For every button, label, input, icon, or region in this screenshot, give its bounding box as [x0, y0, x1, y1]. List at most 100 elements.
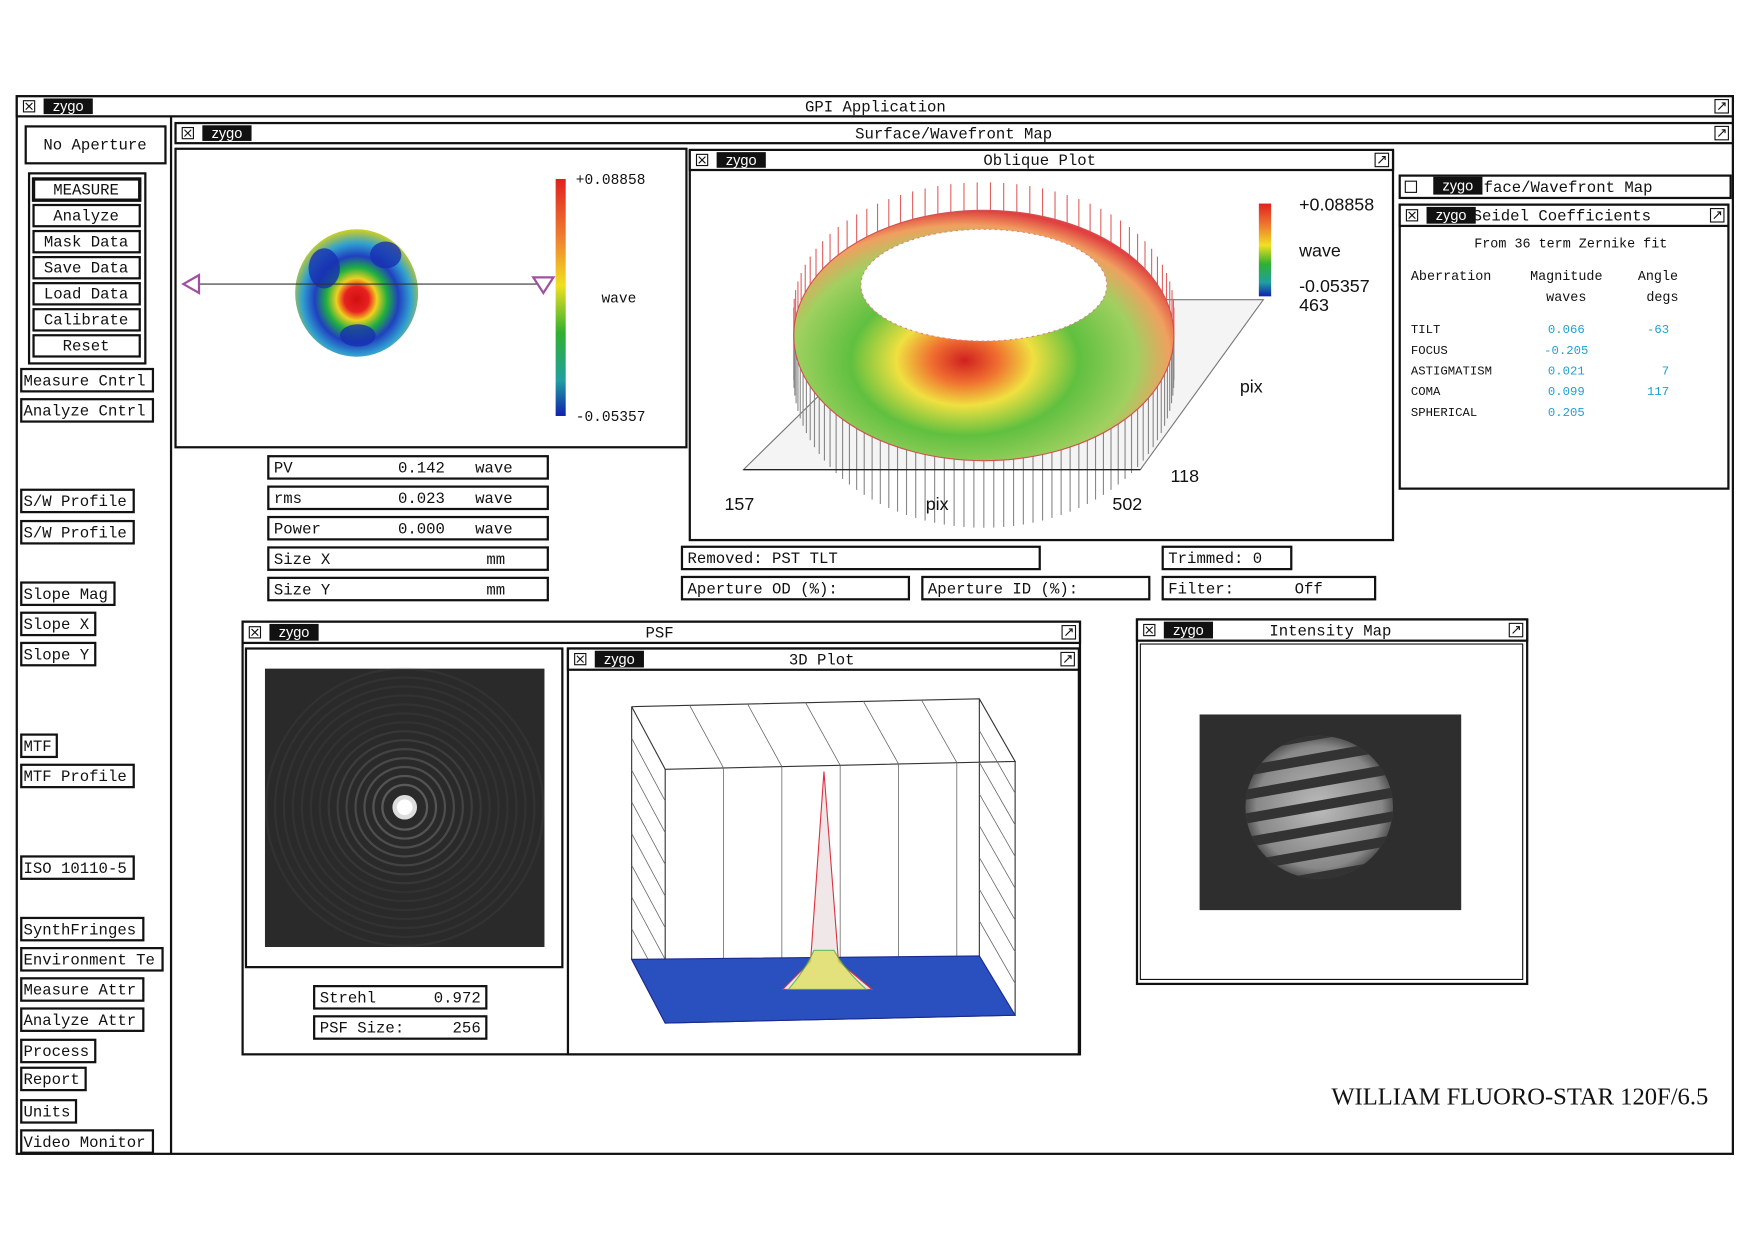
psf-ring	[318, 721, 491, 894]
sidebar-label[interactable]: Slope Mag	[23, 586, 107, 604]
sidebar-button[interactable]	[20, 1007, 145, 1032]
seidel-magnitude: 0.099	[1548, 385, 1585, 399]
seidel-name: COMA	[1411, 385, 1441, 399]
button[interactable]	[32, 229, 141, 254]
profile-marker[interactable]	[531, 276, 556, 296]
button[interactable]	[32, 255, 141, 280]
stat-box	[267, 485, 549, 511]
oblique-y-max: 463	[1299, 295, 1329, 315]
sidebar-label[interactable]: Slope Y	[23, 646, 89, 664]
grid	[631, 865, 666, 929]
seidel-header: degs	[1646, 291, 1678, 306]
sidebar-label[interactable]: Analyze Attr	[23, 1012, 136, 1030]
seidel-header: Magnitude	[1530, 270, 1602, 285]
sidebar-button[interactable]	[20, 947, 164, 972]
sidebar-label[interactable]: MTF	[23, 738, 51, 756]
sidebar-button[interactable]	[20, 977, 145, 1002]
grid	[631, 801, 666, 865]
button-label[interactable]: Load Data	[44, 285, 128, 303]
psf-rings	[264, 667, 545, 948]
button-label[interactable]: Mask Data	[44, 233, 128, 251]
sidebar-button[interactable]	[20, 916, 145, 942]
sidebar-label[interactable]: Measure Cntrl	[23, 372, 145, 390]
logo-box	[594, 650, 644, 668]
sidebar-label[interactable]: Environment Te	[23, 952, 154, 970]
sidebar-label[interactable]: Slope X	[23, 616, 89, 634]
sidebar-button[interactable]	[20, 641, 97, 667]
button[interactable]	[32, 308, 141, 332]
button[interactable]	[32, 203, 141, 228]
sidebar-button[interactable]	[20, 611, 97, 637]
aperture-label: No Aperture	[43, 137, 146, 155]
button[interactable]	[31, 177, 142, 202]
seidel-magnitude: 0.066	[1548, 323, 1585, 337]
sidebar-button[interactable]	[20, 855, 135, 880]
seidel-header: waves	[1546, 291, 1586, 306]
psf-ring	[336, 739, 473, 876]
sidebar-button[interactable]	[20, 519, 135, 545]
close-icon-x	[576, 655, 584, 663]
sidebar-button[interactable]	[20, 367, 155, 393]
seidel-header: Aberration	[1411, 270, 1491, 285]
sidebar-label[interactable]: Report	[23, 1071, 79, 1089]
sidebar-button[interactable]	[20, 1038, 97, 1064]
logo: zygo	[1173, 623, 1204, 639]
sidebar-label[interactable]: MTF Profile	[23, 768, 126, 786]
sidebar-label[interactable]: S/W Profile	[23, 524, 126, 542]
sidebar-button[interactable]	[20, 488, 135, 514]
profile-marker[interactable]	[181, 273, 201, 295]
sidebar-button[interactable]	[20, 733, 58, 759]
button-label[interactable]: Analyze	[53, 207, 119, 225]
button-label[interactable]: Reset	[63, 338, 110, 356]
button-label[interactable]: Save Data	[44, 259, 128, 277]
seidel-name: FOCUS	[1411, 344, 1448, 358]
logo-box	[43, 98, 93, 115]
psf-ring	[372, 774, 438, 840]
sidebar-label[interactable]: Measure Attr	[23, 982, 136, 1000]
close-icon-x	[1408, 211, 1416, 220]
close-icon-x	[184, 129, 192, 137]
sidebar-label[interactable]: SynthFringes	[23, 921, 136, 939]
stat-unit: wave	[475, 490, 513, 508]
psf-title: PSF	[646, 625, 674, 643]
sidebar-button[interactable]	[20, 1129, 155, 1154]
plot3d-peak-base	[786, 949, 868, 991]
resize-icon-mark	[1063, 655, 1072, 663]
sidebar-label[interactable]: Units	[23, 1104, 70, 1122]
close-icon[interactable]	[1404, 180, 1418, 193]
sidebar-label[interactable]: Video Monitor	[23, 1134, 145, 1152]
psf-size-value: 256	[453, 1020, 481, 1038]
colorbar-unit: wave	[601, 291, 636, 307]
sidebar-button[interactable]	[20, 398, 155, 423]
status-box	[680, 545, 1041, 571]
oblique-scale-min: -0.05357	[1299, 276, 1370, 296]
sidebar-label[interactable]: Analyze Cntrl	[23, 403, 145, 421]
app-titlebar	[15, 95, 1734, 118]
sidebar-button[interactable]	[20, 581, 116, 607]
intensity-titlebar	[1135, 618, 1529, 642]
sidebar-button[interactable]	[20, 1099, 78, 1124]
button-label[interactable]: MEASURE	[53, 181, 119, 199]
stat-box	[267, 576, 549, 602]
button-label[interactable]: Calibrate	[44, 312, 128, 330]
button[interactable]	[32, 334, 141, 358]
sidebar-label[interactable]: S/W Profile	[23, 493, 126, 511]
seidel-subtitle: From 36 term Zernike fit	[1474, 237, 1667, 252]
oblique-y-min: 118	[1171, 466, 1200, 486]
plot3d-title: 3D Plot	[789, 651, 855, 669]
sidebar-label[interactable]: Process	[23, 1043, 89, 1061]
psf-titlebar	[241, 620, 1082, 645]
status-aperture-od: Aperture OD (%):	[688, 580, 838, 598]
close-icon-x	[698, 156, 706, 164]
button[interactable]	[32, 282, 141, 306]
plot3d-peak	[781, 771, 874, 991]
plot3d-titlebar	[566, 647, 1080, 671]
grid	[631, 896, 666, 960]
stat-label: PV	[274, 460, 293, 478]
stat-box	[267, 546, 549, 571]
sidebar-label[interactable]: ISO 10110-5	[23, 860, 126, 878]
sidebar-button[interactable]	[20, 1066, 87, 1092]
sidebar-button[interactable]	[20, 763, 135, 789]
status-box	[1161, 545, 1293, 571]
grid	[979, 762, 1016, 826]
